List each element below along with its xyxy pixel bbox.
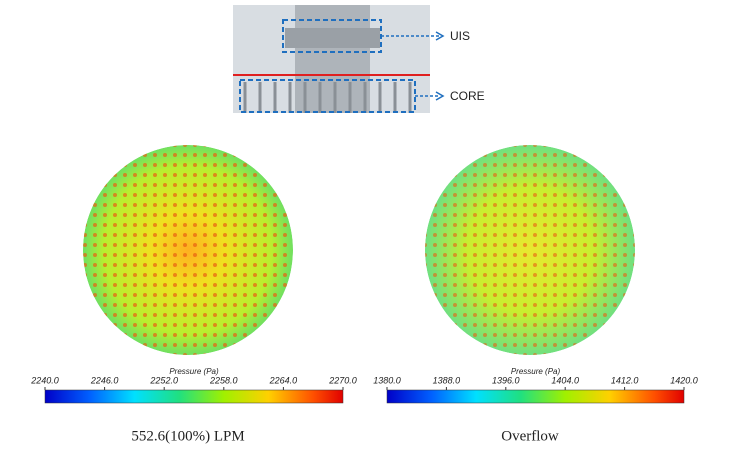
colorbar-tick-label: 2258.0 [209,375,238,385]
colorbar-tick-label: 2264.0 [269,375,298,385]
caption: Overflow [501,428,559,444]
colorbar-tick-label: 1380.0 [373,375,401,385]
colorbar [44,389,344,404]
colorbar-tick-label: 1404.0 [551,375,579,385]
colorbar-title: Pressure (Pa) [169,367,219,376]
colorbar-tick-label: 1388.0 [433,375,461,385]
colorbar-tick-label: 1420.0 [670,375,698,385]
core-label: CORE [450,89,485,103]
colorbar-tick-label: 1396.0 [492,375,520,385]
colorbar-tick-label: 2270.0 [328,375,357,385]
contour-left [83,145,293,355]
contour-right [425,145,635,355]
colorbar [386,389,685,404]
schematic [233,5,445,113]
caption: 552.6(100%) LPM [131,428,244,444]
colorbar-tick-label: 2246.0 [90,375,119,385]
colorbar-tick-label: 1412.0 [611,375,639,385]
colorbar-tick-label: 2252.0 [149,375,178,385]
uis-label: UIS [450,29,470,43]
colorbar-tick-label: 2240.0 [30,375,59,385]
colorbar-title: Pressure (Pa) [511,367,561,376]
